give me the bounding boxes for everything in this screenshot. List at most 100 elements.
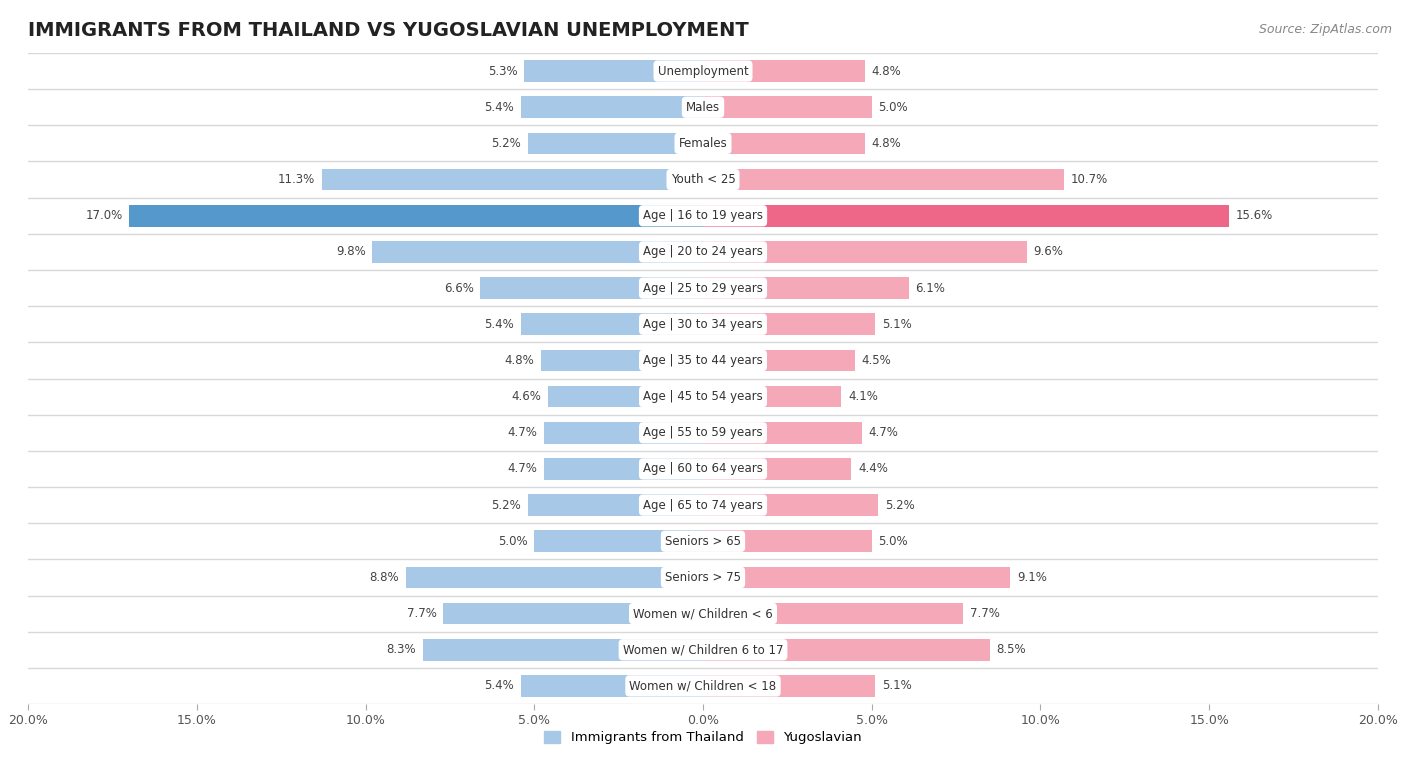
Text: 4.5%: 4.5% — [862, 354, 891, 367]
Bar — [322, 169, 703, 191]
Text: Seniors > 75: Seniors > 75 — [665, 571, 741, 584]
FancyBboxPatch shape — [28, 523, 1378, 559]
FancyBboxPatch shape — [28, 487, 1378, 523]
Bar — [527, 494, 703, 516]
Text: Age | 30 to 34 years: Age | 30 to 34 years — [643, 318, 763, 331]
Text: 9.1%: 9.1% — [1017, 571, 1046, 584]
Text: 4.4%: 4.4% — [858, 463, 889, 475]
Text: Women w/ Children < 6: Women w/ Children < 6 — [633, 607, 773, 620]
Bar — [520, 313, 703, 335]
Bar — [703, 96, 872, 118]
Text: IMMIGRANTS FROM THAILAND VS YUGOSLAVIAN UNEMPLOYMENT: IMMIGRANTS FROM THAILAND VS YUGOSLAVIAN … — [28, 21, 749, 40]
FancyBboxPatch shape — [28, 559, 1378, 596]
Text: 5.3%: 5.3% — [488, 64, 517, 77]
Text: 4.8%: 4.8% — [872, 64, 901, 77]
Bar — [520, 675, 703, 696]
Text: 9.8%: 9.8% — [336, 245, 366, 258]
Text: Seniors > 65: Seniors > 65 — [665, 534, 741, 548]
Text: Unemployment: Unemployment — [658, 64, 748, 77]
Text: 11.3%: 11.3% — [278, 173, 315, 186]
Text: 8.8%: 8.8% — [370, 571, 399, 584]
Text: Age | 60 to 64 years: Age | 60 to 64 years — [643, 463, 763, 475]
FancyBboxPatch shape — [28, 306, 1378, 342]
Text: Age | 65 to 74 years: Age | 65 to 74 years — [643, 499, 763, 512]
Bar — [443, 603, 703, 625]
Text: 6.1%: 6.1% — [915, 282, 945, 294]
Text: 4.6%: 4.6% — [512, 390, 541, 403]
Text: 4.7%: 4.7% — [869, 426, 898, 439]
Text: 10.7%: 10.7% — [1071, 173, 1108, 186]
Text: 5.4%: 5.4% — [484, 318, 515, 331]
Text: Women w/ Children 6 to 17: Women w/ Children 6 to 17 — [623, 643, 783, 656]
Bar — [703, 603, 963, 625]
Bar — [703, 675, 875, 696]
Text: 5.1%: 5.1% — [882, 680, 911, 693]
Bar — [703, 61, 865, 82]
Bar — [703, 205, 1229, 226]
Text: 5.0%: 5.0% — [879, 534, 908, 548]
Bar — [548, 386, 703, 407]
Bar — [703, 386, 841, 407]
Text: 7.7%: 7.7% — [970, 607, 1000, 620]
Text: 4.7%: 4.7% — [508, 463, 537, 475]
Text: 4.7%: 4.7% — [508, 426, 537, 439]
FancyBboxPatch shape — [28, 378, 1378, 415]
Text: Males: Males — [686, 101, 720, 114]
Bar — [703, 422, 862, 444]
Text: Age | 35 to 44 years: Age | 35 to 44 years — [643, 354, 763, 367]
Legend: Immigrants from Thailand, Yugoslavian: Immigrants from Thailand, Yugoslavian — [538, 725, 868, 749]
Text: 8.5%: 8.5% — [997, 643, 1026, 656]
Text: 5.2%: 5.2% — [886, 499, 915, 512]
Text: 5.4%: 5.4% — [484, 680, 515, 693]
FancyBboxPatch shape — [28, 198, 1378, 234]
Bar — [703, 639, 990, 661]
Text: 9.6%: 9.6% — [1033, 245, 1063, 258]
Text: Youth < 25: Youth < 25 — [671, 173, 735, 186]
FancyBboxPatch shape — [28, 415, 1378, 451]
Bar — [703, 241, 1026, 263]
Bar — [703, 566, 1010, 588]
Text: 4.8%: 4.8% — [872, 137, 901, 150]
Text: Age | 25 to 29 years: Age | 25 to 29 years — [643, 282, 763, 294]
Bar — [544, 458, 703, 480]
FancyBboxPatch shape — [28, 89, 1378, 126]
Bar — [534, 531, 703, 552]
FancyBboxPatch shape — [28, 161, 1378, 198]
Bar — [129, 205, 703, 226]
FancyBboxPatch shape — [28, 451, 1378, 487]
Text: 7.7%: 7.7% — [406, 607, 436, 620]
Text: 6.6%: 6.6% — [444, 282, 474, 294]
Text: 15.6%: 15.6% — [1236, 209, 1274, 223]
Bar — [703, 531, 872, 552]
Bar — [544, 422, 703, 444]
FancyBboxPatch shape — [28, 668, 1378, 704]
Text: 5.0%: 5.0% — [498, 534, 527, 548]
Bar — [527, 132, 703, 154]
Bar — [703, 277, 908, 299]
Text: Women w/ Children < 18: Women w/ Children < 18 — [630, 680, 776, 693]
FancyBboxPatch shape — [28, 234, 1378, 270]
FancyBboxPatch shape — [28, 342, 1378, 378]
FancyBboxPatch shape — [28, 596, 1378, 631]
Text: Females: Females — [679, 137, 727, 150]
Text: 5.2%: 5.2% — [491, 137, 520, 150]
FancyBboxPatch shape — [28, 126, 1378, 161]
Text: Age | 16 to 19 years: Age | 16 to 19 years — [643, 209, 763, 223]
Bar — [423, 639, 703, 661]
Bar — [703, 350, 855, 371]
Bar — [481, 277, 703, 299]
Bar — [703, 169, 1064, 191]
Text: 5.4%: 5.4% — [484, 101, 515, 114]
Bar — [703, 494, 879, 516]
Text: 5.2%: 5.2% — [491, 499, 520, 512]
Bar — [703, 132, 865, 154]
FancyBboxPatch shape — [28, 53, 1378, 89]
FancyBboxPatch shape — [28, 270, 1378, 306]
Bar — [520, 96, 703, 118]
Bar — [703, 458, 852, 480]
FancyBboxPatch shape — [28, 631, 1378, 668]
Bar — [373, 241, 703, 263]
Text: Age | 20 to 24 years: Age | 20 to 24 years — [643, 245, 763, 258]
Bar — [406, 566, 703, 588]
Text: 5.1%: 5.1% — [882, 318, 911, 331]
